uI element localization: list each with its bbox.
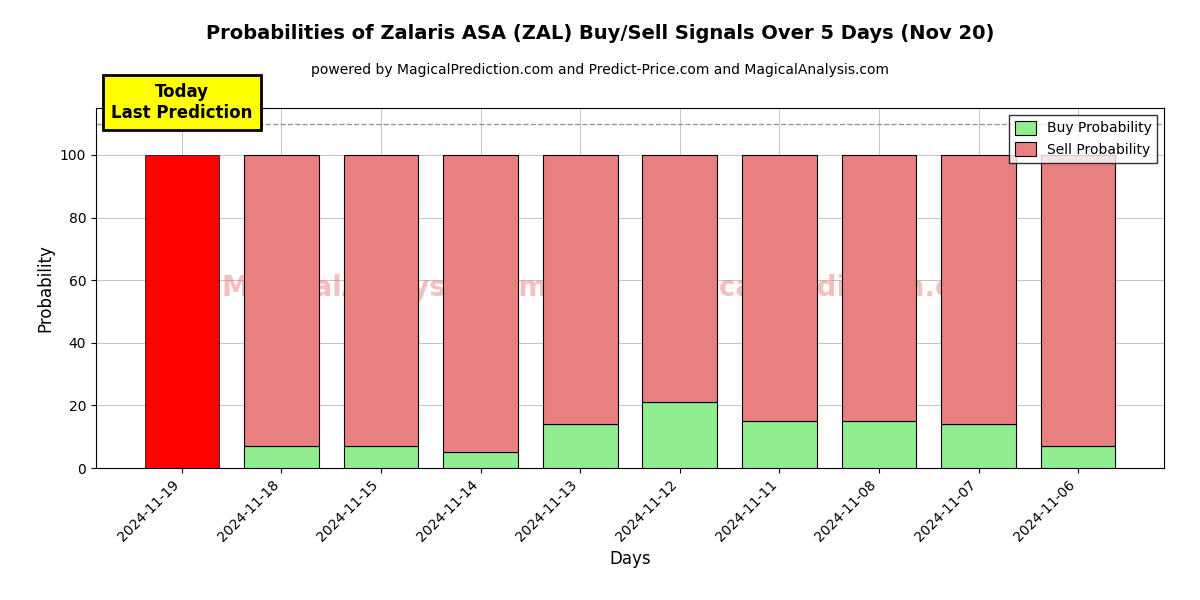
X-axis label: Days: Days [610, 550, 650, 568]
Legend: Buy Probability, Sell Probability: Buy Probability, Sell Probability [1009, 115, 1157, 163]
Bar [443, 155, 518, 452]
Bar [642, 402, 718, 468]
Bar [941, 424, 1016, 468]
Bar [742, 155, 817, 421]
Bar [144, 155, 220, 468]
Bar [1040, 155, 1116, 446]
Bar [244, 155, 319, 446]
Text: Today
Last Prediction: Today Last Prediction [112, 83, 252, 122]
Text: powered by MagicalPrediction.com and Predict-Price.com and MagicalAnalysis.com: powered by MagicalPrediction.com and Pre… [311, 63, 889, 77]
Text: MagicalAnalysis.com: MagicalAnalysis.com [221, 274, 547, 302]
Y-axis label: Probability: Probability [36, 244, 54, 332]
Bar [244, 446, 319, 468]
Text: Probabilities of Zalaris ASA (ZAL) Buy/Sell Signals Over 5 Days (Nov 20): Probabilities of Zalaris ASA (ZAL) Buy/S… [206, 24, 994, 43]
Bar [542, 424, 618, 468]
Bar [642, 155, 718, 402]
Text: MagicalPrediction.com: MagicalPrediction.com [644, 274, 1001, 302]
Bar [343, 446, 419, 468]
Bar [343, 155, 419, 446]
Bar [1040, 446, 1116, 468]
Bar [841, 421, 917, 468]
Bar [542, 155, 618, 424]
Bar [941, 155, 1016, 424]
Bar [742, 421, 817, 468]
Bar [443, 452, 518, 468]
Bar [841, 155, 917, 421]
